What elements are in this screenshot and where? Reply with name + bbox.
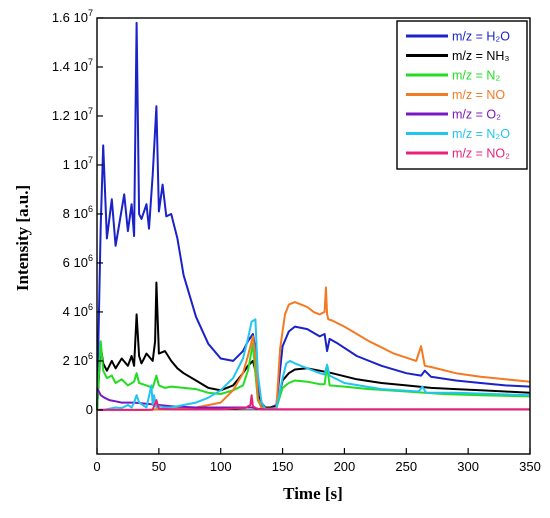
legend-label: m/z = H₂O — [452, 30, 510, 44]
legend: m/z = H₂O m/z = NH₃ m/z = N₂ m/z = NO m/z = … — [396, 20, 528, 170]
axis-ticks: 0 50 100 150 200 250 300 350 0 2 106 4 106 6 106 8 1… — [52, 8, 541, 474]
series-line-2 — [96, 281, 531, 410]
legend-label: m/z = N₂ — [452, 69, 500, 83]
y-tick-label: 1.2 107 — [52, 106, 93, 123]
series-line-1 — [96, 21, 531, 410]
y-axis-title: Intensity [a.u.] — [13, 185, 32, 291]
series-line-4 — [97, 286, 531, 411]
legend-label: m/z = NH₃ — [452, 49, 510, 63]
plot-area — [96, 21, 531, 411]
x-axis-title: Time [s] — [283, 484, 343, 503]
x-tick-label: 250 — [395, 459, 417, 474]
series-line-7 — [97, 394, 530, 411]
x-tick-label: 100 — [210, 459, 232, 474]
legend-label: m/z = N₂O — [452, 127, 510, 141]
series-line-3 — [96, 340, 531, 410]
y-tick-label: 1.6 107 — [52, 8, 93, 25]
x-tick-label: 0 — [93, 459, 100, 474]
x-tick-label: 50 — [152, 459, 166, 474]
x-tick-label: 300 — [457, 459, 479, 474]
y-tick-label: 6 106 — [63, 253, 93, 270]
plot-frame — [96, 17, 531, 455]
y-tick-label: 4 106 — [63, 302, 93, 319]
legend-label: m/z = NO₂ — [452, 147, 510, 161]
series-line-6 — [97, 318, 531, 411]
x-tick-label: 200 — [334, 459, 356, 474]
x-tick-label: 150 — [272, 459, 294, 474]
y-tick-label: 8 106 — [63, 204, 93, 221]
y-tick-label: 0 — [86, 402, 93, 417]
y-tick-label: 1 107 — [63, 155, 93, 172]
legend-label: m/z = NO — [452, 88, 505, 102]
y-tick-label: 2 106 — [63, 351, 93, 368]
x-tick-label: 350 — [519, 459, 541, 474]
legend-label: m/z = O₂ — [452, 108, 501, 122]
y-tick-label: 1.4 107 — [52, 57, 93, 74]
